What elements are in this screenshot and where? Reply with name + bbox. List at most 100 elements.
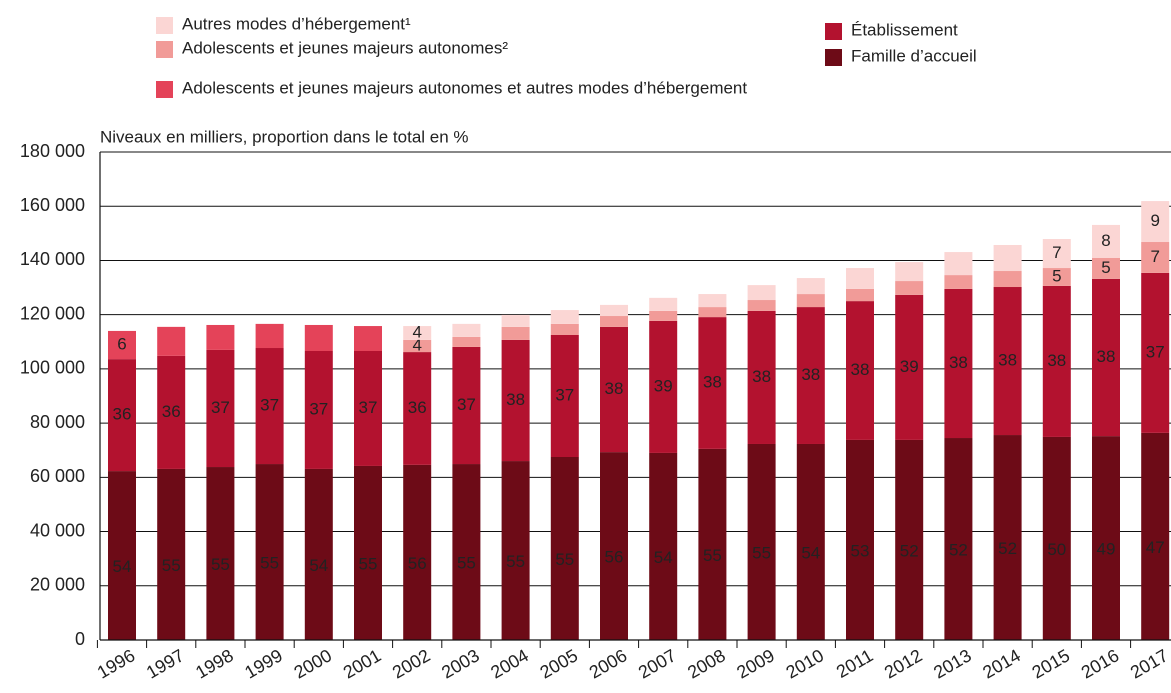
x-tick-label: 2011 bbox=[833, 645, 877, 682]
value-label: 8 bbox=[1101, 231, 1110, 250]
bar-segment bbox=[354, 326, 382, 351]
legend-swatch bbox=[156, 81, 173, 98]
legend-label: Adolescents et jeunes majeurs autonomes … bbox=[182, 78, 747, 97]
bar-segment bbox=[846, 288, 874, 302]
value-label: 38 bbox=[605, 379, 624, 398]
bar-segment bbox=[1042, 268, 1071, 286]
x-tick-label: 1998 bbox=[192, 645, 237, 682]
x-tick-label: 2007 bbox=[635, 645, 680, 682]
bar-segment bbox=[600, 326, 628, 453]
value-label: 52 bbox=[900, 541, 919, 560]
bar-segment bbox=[255, 323, 284, 349]
bar-segment bbox=[550, 457, 579, 640]
bar-segment bbox=[403, 464, 432, 640]
bar-segment bbox=[944, 288, 973, 439]
value-label: 37 bbox=[457, 395, 476, 414]
bar-segment bbox=[403, 339, 432, 353]
bar-segment bbox=[895, 262, 924, 282]
bar-segment bbox=[108, 330, 136, 360]
value-label: 4 bbox=[412, 335, 421, 354]
bar-segment bbox=[649, 452, 678, 640]
legend-label: Autres modes d’hébergement¹ bbox=[182, 14, 411, 33]
x-tick-label: 2012 bbox=[881, 645, 926, 682]
bar-segment bbox=[649, 320, 678, 453]
bar-segment bbox=[1042, 436, 1071, 640]
bar-segment bbox=[452, 464, 481, 640]
x-tick-label: 2009 bbox=[733, 645, 778, 682]
bar-segment bbox=[1141, 201, 1170, 243]
bar-segment bbox=[1042, 285, 1071, 437]
value-label: 56 bbox=[408, 554, 427, 573]
value-label: 54 bbox=[309, 556, 328, 575]
bar-segment bbox=[157, 326, 186, 356]
value-label: 38 bbox=[506, 390, 525, 409]
bar-segment bbox=[501, 339, 530, 462]
value-label: 55 bbox=[457, 554, 476, 573]
value-label: 39 bbox=[654, 376, 673, 395]
bar-segment bbox=[550, 323, 579, 335]
bar-segment bbox=[108, 471, 136, 640]
bar-segment bbox=[304, 350, 333, 469]
x-tick-label: 2017 bbox=[1127, 645, 1171, 682]
x-tick-label: 2004 bbox=[487, 645, 532, 682]
bar-segment bbox=[993, 271, 1022, 288]
bar-segment bbox=[846, 439, 874, 640]
x-tick-label: 2013 bbox=[930, 645, 975, 682]
legend-swatch bbox=[156, 41, 173, 58]
value-label: 55 bbox=[555, 550, 574, 569]
bar-segment bbox=[846, 301, 874, 440]
bar-segment bbox=[796, 278, 825, 295]
legend-label: Famille d’accueil bbox=[851, 46, 977, 65]
bar-segment bbox=[501, 461, 530, 640]
value-label: 37 bbox=[211, 398, 230, 417]
bar-segment bbox=[403, 326, 432, 340]
x-tick-label: 2015 bbox=[1028, 645, 1073, 682]
x-tick-label: 2006 bbox=[586, 645, 631, 682]
bar-segment bbox=[452, 346, 481, 465]
bar-segment bbox=[747, 300, 776, 311]
value-label: 9 bbox=[1150, 211, 1159, 230]
legend-label: Adolescents et jeunes majeurs autonomes² bbox=[182, 38, 508, 57]
bar-segment bbox=[993, 435, 1022, 640]
value-label: 37 bbox=[555, 385, 574, 404]
bar-segment bbox=[1092, 258, 1120, 279]
value-label: 37 bbox=[359, 398, 378, 417]
bar-segment bbox=[895, 294, 924, 440]
y-axis-label: Niveaux en milliers, proportion dans le … bbox=[100, 127, 469, 146]
value-label: 39 bbox=[900, 357, 919, 376]
value-label: 38 bbox=[1097, 347, 1116, 366]
bar-segment bbox=[550, 335, 579, 457]
bar-segment bbox=[600, 304, 628, 317]
x-tick-label: 2005 bbox=[536, 645, 581, 682]
bar-segment bbox=[649, 310, 678, 321]
value-label: 54 bbox=[113, 557, 132, 576]
y-tick-label: 120 000 bbox=[20, 303, 85, 323]
y-tick-label: 140 000 bbox=[20, 249, 85, 269]
bar-segment bbox=[895, 439, 924, 640]
y-tick-label: 80 000 bbox=[30, 412, 85, 432]
bar-segment bbox=[600, 452, 628, 640]
bar-segment bbox=[1092, 436, 1120, 640]
value-label: 55 bbox=[162, 556, 181, 575]
bar-segment bbox=[501, 326, 530, 340]
value-label: 49 bbox=[1097, 540, 1116, 559]
value-label: 4 bbox=[412, 322, 421, 341]
bar-segment bbox=[747, 285, 776, 301]
bar-segment bbox=[354, 350, 382, 466]
bar-segment bbox=[649, 297, 678, 311]
bar-segment bbox=[698, 448, 727, 640]
bar-segment bbox=[304, 324, 333, 351]
x-tick-label: 2003 bbox=[438, 645, 483, 682]
bar-segment bbox=[1092, 278, 1120, 437]
bar-segment bbox=[747, 310, 776, 444]
bar-segment bbox=[600, 316, 628, 327]
legend-swatch bbox=[825, 23, 842, 40]
bar-segment bbox=[501, 314, 530, 327]
x-tick-label: 2002 bbox=[389, 645, 434, 682]
y-tick-label: 100 000 bbox=[20, 358, 85, 378]
bar-segment bbox=[304, 468, 333, 640]
y-tick-label: 0 bbox=[75, 629, 85, 649]
bar-segment bbox=[1141, 242, 1170, 273]
value-label: 55 bbox=[752, 543, 771, 562]
